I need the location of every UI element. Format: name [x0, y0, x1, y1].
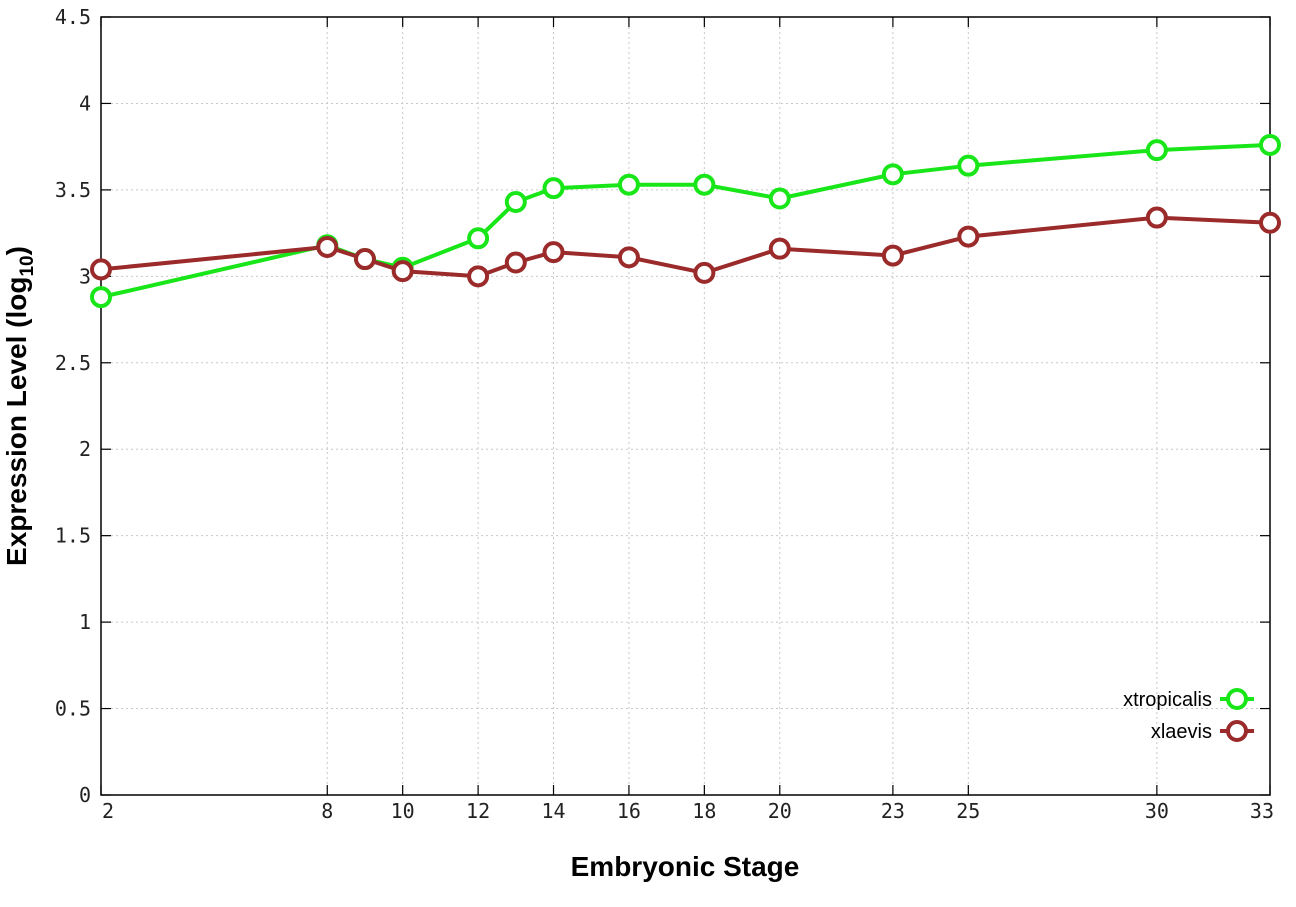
data-point — [467, 265, 490, 288]
data-point — [881, 244, 904, 267]
y-tick-label: 4.5 — [55, 5, 91, 29]
data-point — [1145, 139, 1168, 162]
y-tick-label: 1 — [79, 610, 91, 634]
x-tick-label: 25 — [956, 799, 980, 823]
x-tick-label: 14 — [541, 799, 565, 823]
axis-ticks: 0 0.5 1 1.5 2 2.5 3 3.5 4 4.5 2 8 10 12 14 16 18 20 23 25 30… — [55, 5, 1274, 823]
legend-label: xlaevis — [1151, 721, 1212, 743]
legend-marker — [1226, 720, 1248, 742]
data-point — [881, 163, 904, 186]
x-tick-label: 20 — [768, 799, 792, 823]
y-tick-label: 3 — [79, 264, 91, 288]
y-axis-title: Expression Level (log10) — [1, 246, 38, 566]
y-tick-label: 2 — [79, 437, 91, 461]
data-point — [693, 173, 716, 196]
y-tick-label: 2.5 — [55, 351, 91, 375]
data-point — [542, 241, 565, 264]
x-tick-label: 18 — [692, 799, 716, 823]
data-point — [693, 261, 716, 284]
y-tick-label: 1.5 — [55, 524, 91, 548]
data-point — [957, 154, 980, 177]
y-axis-title-subscript: 10 — [17, 255, 38, 276]
x-tick-label: 16 — [617, 799, 641, 823]
x-tick-label: 33 — [1250, 799, 1274, 823]
data-point — [617, 173, 640, 196]
data-point — [467, 227, 490, 250]
y-tick-label: 4 — [79, 91, 91, 115]
data-point — [1259, 133, 1281, 156]
legend-item-xlaevis: xlaevis — [1151, 720, 1254, 743]
y-axis-title-main: Expression Level (log — [1, 277, 32, 566]
data-point — [542, 177, 565, 200]
y-tick-label: 0 — [79, 783, 91, 807]
data-point — [316, 235, 339, 258]
x-tick-label: 12 — [466, 799, 490, 823]
x-tick-label: 2 — [102, 799, 114, 823]
data-point — [90, 286, 112, 309]
data-point — [504, 190, 527, 213]
data-point — [353, 248, 376, 271]
legend-label: xtropicalis — [1123, 689, 1212, 711]
data-point — [1145, 206, 1168, 229]
x-tick-label: 10 — [391, 799, 415, 823]
series-group — [90, 133, 1281, 309]
plot-frame — [100, 16, 1271, 796]
series-line — [100, 215, 1271, 279]
data-point — [957, 225, 980, 248]
data-point — [768, 237, 791, 260]
legend-marker — [1226, 688, 1248, 710]
data-point — [90, 258, 112, 281]
series-xtropicalis — [90, 133, 1281, 309]
data-point — [1259, 211, 1281, 234]
x-tick-label: 30 — [1145, 799, 1169, 823]
data-point — [391, 260, 414, 283]
x-axis-title: Embryonic Stage — [571, 851, 800, 882]
legend: xtropicalis xlaevis — [1123, 688, 1254, 743]
series-line — [100, 142, 1271, 300]
data-point — [617, 246, 640, 269]
data-point — [504, 251, 527, 274]
grid-lines — [101, 17, 1270, 795]
y-tick-label: 3.5 — [55, 178, 91, 202]
legend-item-xtropicalis: xtropicalis — [1123, 688, 1254, 711]
y-tick-label: 0.5 — [55, 697, 91, 721]
x-tick-label: 23 — [881, 799, 905, 823]
series-xlaevis — [90, 206, 1281, 288]
y-axis-title-end: ) — [1, 246, 32, 255]
x-tick-label: 8 — [321, 799, 333, 823]
data-point — [768, 187, 791, 210]
